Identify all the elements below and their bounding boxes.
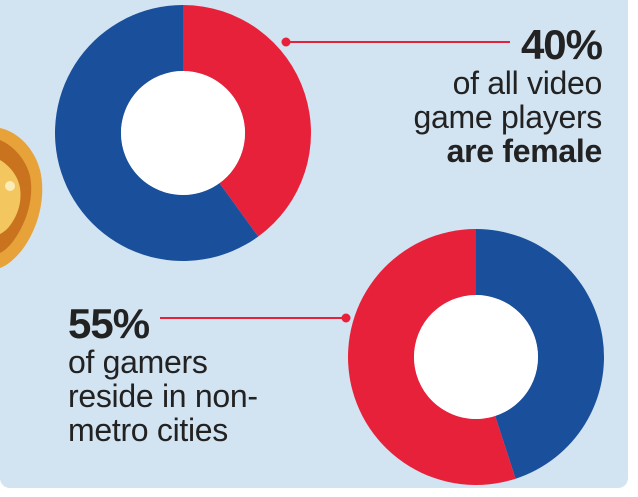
stat-female-players: 40% of all video game players are female: [342, 21, 604, 169]
stat-text-line-bold: are female: [446, 133, 603, 169]
stat-non-metro-gamers: 55% of gamers reside in non- metro citie…: [68, 300, 328, 448]
donut-slice-40: [183, 5, 311, 237]
donut-chart-non-metro: [348, 229, 604, 485]
stat-text-line: of all video: [452, 65, 603, 101]
stat-percent: 55%: [68, 300, 150, 347]
stat-text-line: reside in non-: [68, 378, 258, 414]
donut-hole: [121, 71, 245, 195]
stat-text-line: game players: [413, 99, 603, 135]
donut-hole: [414, 295, 538, 419]
callout-line-non-metro: [160, 313, 351, 323]
stat-percent: 40%: [520, 21, 603, 68]
callout-line-female: [281, 37, 510, 47]
gold-medallion-decoration: [0, 128, 43, 268]
stat-text-line: of gamers: [68, 344, 208, 380]
donut-slice-60: [54, 5, 259, 261]
donut-slice-55: [348, 229, 516, 485]
donut-chart-female: [54, 5, 311, 261]
stat-text-line: metro cities: [68, 412, 228, 448]
donut-slice-45: [476, 229, 604, 479]
